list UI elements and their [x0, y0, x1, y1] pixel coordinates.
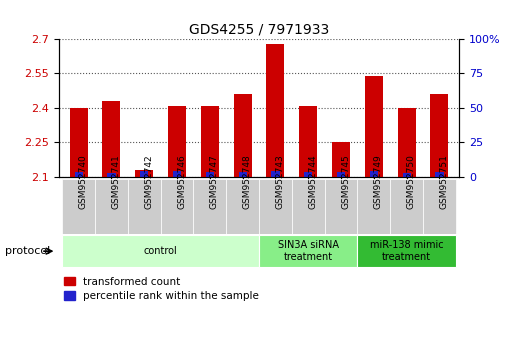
Text: GSM952751: GSM952751 — [440, 154, 448, 209]
Bar — [173, 171, 181, 177]
Text: GSM952749: GSM952749 — [374, 154, 383, 209]
Bar — [62, 235, 259, 267]
Text: GSM952750: GSM952750 — [407, 154, 416, 209]
Bar — [239, 172, 247, 177]
Text: GSM952744: GSM952744 — [308, 154, 317, 209]
Text: protocol: protocol — [5, 246, 50, 256]
Bar — [201, 105, 219, 177]
Bar — [226, 179, 259, 234]
Text: GSM952742: GSM952742 — [144, 154, 153, 209]
Bar — [398, 108, 416, 177]
Bar — [70, 108, 88, 177]
Legend: transformed count, percentile rank within the sample: transformed count, percentile rank withi… — [64, 277, 259, 301]
Text: GSM952746: GSM952746 — [177, 154, 186, 209]
Bar — [259, 235, 358, 267]
Text: miR-138 mimic
treatment: miR-138 mimic treatment — [370, 240, 443, 262]
Bar — [62, 179, 95, 234]
Bar — [233, 94, 252, 177]
Text: control: control — [144, 246, 177, 256]
Bar — [107, 173, 115, 177]
Bar — [292, 179, 325, 234]
Bar — [206, 172, 214, 177]
Text: GSM952741: GSM952741 — [111, 154, 121, 209]
Bar — [135, 170, 153, 177]
Bar — [299, 105, 317, 177]
Bar — [370, 171, 378, 177]
Bar — [128, 179, 161, 234]
Bar — [423, 179, 456, 234]
Bar — [403, 173, 411, 177]
Bar — [193, 179, 226, 234]
Bar — [390, 179, 423, 234]
Bar — [358, 179, 390, 234]
Text: GSM952740: GSM952740 — [78, 154, 88, 209]
Bar — [304, 172, 312, 177]
Bar — [168, 105, 186, 177]
Text: SIN3A siRNA
treatment: SIN3A siRNA treatment — [278, 240, 339, 262]
Bar — [358, 235, 456, 267]
Bar — [161, 179, 193, 234]
Bar — [337, 172, 345, 177]
Bar — [74, 172, 83, 177]
Bar — [332, 143, 350, 177]
Bar — [103, 101, 121, 177]
Bar — [325, 179, 358, 234]
Bar — [271, 171, 280, 177]
Title: GDS4255 / 7971933: GDS4255 / 7971933 — [189, 22, 329, 36]
Bar — [140, 171, 148, 177]
Bar — [95, 179, 128, 234]
Bar — [259, 179, 292, 234]
Text: GSM952745: GSM952745 — [341, 154, 350, 209]
Bar — [365, 76, 383, 177]
Text: GSM952743: GSM952743 — [275, 154, 285, 209]
Bar — [266, 44, 285, 177]
Text: GSM952748: GSM952748 — [243, 154, 252, 209]
Text: GSM952747: GSM952747 — [210, 154, 219, 209]
Bar — [436, 172, 444, 177]
Bar — [430, 94, 448, 177]
